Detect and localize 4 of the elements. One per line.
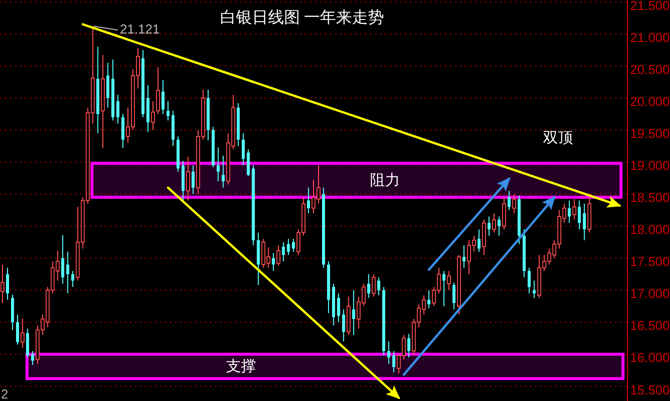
annotation: 双顶 xyxy=(543,130,573,146)
annotation: 2 xyxy=(1,386,8,401)
title: 白银日线图 一年来走势 xyxy=(220,10,384,26)
annotation: 21.121 xyxy=(120,22,160,36)
